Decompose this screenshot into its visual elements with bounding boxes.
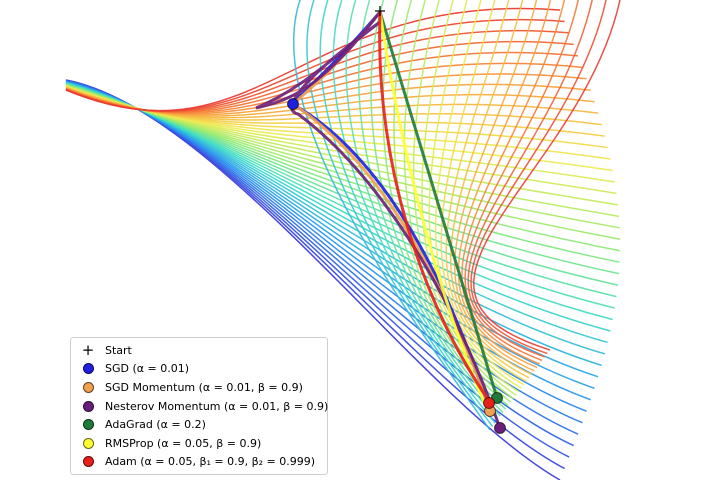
- loss-contours: [65, 0, 621, 480]
- contour-line: [461, 0, 566, 365]
- contour-line: [457, 0, 552, 369]
- legend-label: Nesterov Momentum (α = 0.01, β = 0.9): [105, 399, 329, 413]
- contour-line: [454, 0, 538, 372]
- contour-line: [467, 0, 593, 358]
- adagrad-path: [378, 10, 499, 400]
- contour-line: [428, 0, 522, 389]
- contour-line: [470, 0, 607, 355]
- contour-line: [293, 0, 491, 431]
- nesterov-path: [255, 10, 502, 430]
- contour-line: [319, 0, 496, 424]
- sgd-dot-icon: [82, 363, 94, 375]
- legend-item-sgd: SGD (α = 0.01): [77, 360, 327, 379]
- legend-item-start: + Start: [77, 341, 327, 360]
- nesterov-dot-icon: [82, 400, 94, 412]
- contour-line: [473, 0, 621, 351]
- legend-item-adagrad: AdaGrad (α = 0.2): [77, 415, 327, 434]
- contour-line: [434, 0, 525, 386]
- optimizer-end-markers: [287, 6, 506, 434]
- rmsprop-dot-icon: [82, 437, 94, 449]
- legend-label: AdaGrad (α = 0.2): [105, 418, 206, 432]
- legend-item-rmsprop: RMSProp (α = 0.05, β = 0.9): [77, 434, 327, 453]
- start-plus-icon: +: [81, 340, 95, 359]
- contour-line: [306, 0, 494, 427]
- sgd-momentum-dot-icon: [82, 381, 94, 393]
- contour-line: [345, 0, 501, 417]
- legend-label: Adam (α = 0.05, β₁ = 0.9, β₂ = 0.999): [105, 455, 316, 469]
- adam-marker: [483, 397, 495, 409]
- adagrad-dot-icon: [82, 419, 94, 431]
- rmsprop-path: [378, 10, 486, 404]
- adam-path: [378, 10, 491, 403]
- legend-label: SGD Momentum (α = 0.01, β = 0.9): [105, 380, 303, 394]
- legend-item-sgd-momentum: SGD Momentum (α = 0.01, β = 0.9): [77, 378, 327, 397]
- nesterov-marker: [494, 422, 506, 434]
- contour-line: [464, 0, 579, 362]
- contour-line: [449, 0, 533, 376]
- adam-dot-icon: [82, 456, 94, 468]
- optimizer-paths: [255, 10, 502, 430]
- legend-label: RMSProp (α = 0.05, β = 0.9): [105, 436, 262, 450]
- contour-line: [358, 0, 504, 414]
- legend: + Start SGD (α = 0.01) SGD Momentum (α =…: [70, 337, 328, 475]
- contour-line: [65, 7, 561, 112]
- sgd-marker: [287, 98, 299, 110]
- legend-label: SGD (α = 0.01): [105, 362, 190, 376]
- legend-item-nesterov: Nesterov Momentum (α = 0.01, β = 0.9): [77, 397, 329, 416]
- legend-item-adam: Adam (α = 0.05, β₁ = 0.9, β₂ = 0.999): [77, 453, 327, 472]
- legend-label: Start: [105, 343, 132, 357]
